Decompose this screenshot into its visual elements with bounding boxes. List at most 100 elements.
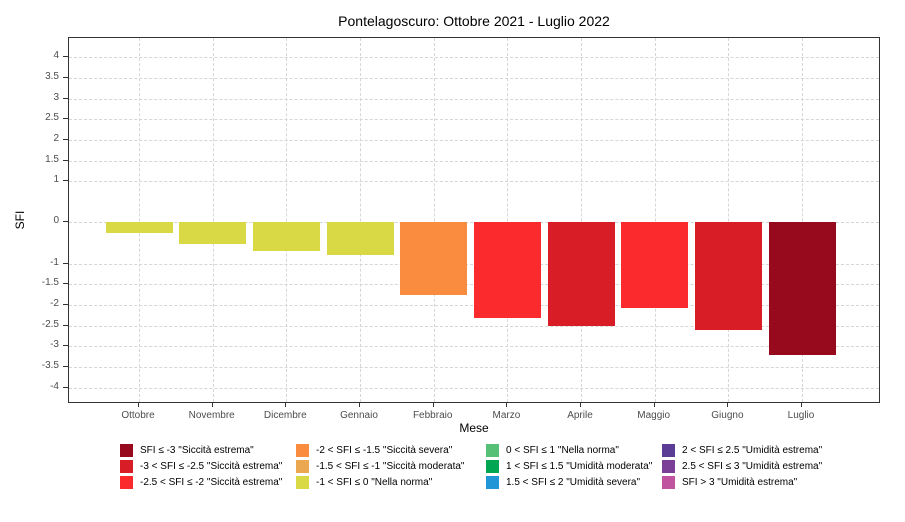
bar-novembre xyxy=(179,222,247,244)
y-tick-mark xyxy=(63,324,68,326)
y-tick-mark xyxy=(63,262,68,264)
y-gridline xyxy=(69,57,879,59)
bar-febbraio xyxy=(400,222,468,296)
legend-color-swatch xyxy=(120,444,133,457)
x-tick-label: Gennaio xyxy=(340,410,378,421)
legend-item: -3 < SFI ≤ -2.5 "Siccità estrema" xyxy=(120,460,282,473)
y-gridline xyxy=(69,387,879,389)
y-gridline xyxy=(69,119,879,121)
legend-item: 2 < SFI ≤ 2.5 "Umidità estrema" xyxy=(662,444,822,457)
x-tick-mark xyxy=(211,403,213,407)
y-tick-mark xyxy=(63,304,68,305)
y-gridline xyxy=(69,78,879,79)
legend-item-label: SFI > 3 "Umidità estrema" xyxy=(682,477,798,488)
x-tick-label: Dicembre xyxy=(263,410,307,421)
y-tick-mark xyxy=(63,283,68,285)
x-tick-label: Luglio xyxy=(787,410,815,421)
legend-item-label: 1 < SFI ≤ 1.5 "Umidità moderata" xyxy=(506,461,653,472)
legend-item: -2.5 < SFI ≤ -2 "Siccità estrema" xyxy=(120,476,282,489)
bar-giugno xyxy=(694,222,762,330)
legend-item-label: SFI ≤ -3 "Siccità estrema" xyxy=(140,445,254,456)
x-gridline xyxy=(212,38,214,402)
y-gridline xyxy=(69,160,879,162)
y-gridline xyxy=(69,181,879,183)
legend-item: 2.5 < SFI ≤ 3 "Umidità estrema" xyxy=(662,460,822,473)
x-tick-label: Aprile xyxy=(567,410,593,421)
legend-item: SFI > 3 "Umidità estrema" xyxy=(662,476,822,489)
x-tick-label: Maggio xyxy=(637,410,671,421)
y-tick-label: 4 xyxy=(53,50,59,62)
legend-item-label: -3 < SFI ≤ -2.5 "Siccità estrema" xyxy=(140,461,283,472)
x-tick-mark xyxy=(506,403,508,407)
y-tick-label: 2.5 xyxy=(45,112,59,124)
x-gridline xyxy=(139,38,140,402)
legend-item: 0 < SFI ≤ 1 "Nella norma" xyxy=(486,444,652,457)
legend-color-swatch xyxy=(120,476,133,489)
y-gridline xyxy=(69,139,879,141)
legend-item: -1 < SFI ≤ 0 "Nella norma" xyxy=(296,476,464,489)
x-gridline xyxy=(728,38,730,402)
plot-panel xyxy=(68,37,880,403)
y-tick-label: 0 xyxy=(53,215,59,227)
y-tick-mark xyxy=(63,180,68,182)
y-tick-label: 1 xyxy=(53,174,59,186)
x-tick-mark xyxy=(580,403,581,407)
legend-item-label: -2 < SFI ≤ -1.5 "Siccità severa" xyxy=(316,445,453,456)
legend-item: 1.5 < SFI ≤ 2 "Umidità severa" xyxy=(486,476,652,489)
x-tick-mark xyxy=(285,403,287,407)
legend-item-label: 0 < SFI ≤ 1 "Nella norma" xyxy=(506,445,619,456)
legend-color-swatch xyxy=(486,476,499,489)
y-tick-mark xyxy=(63,77,68,78)
x-gridline xyxy=(360,38,361,402)
y-tick-label: -1 xyxy=(50,256,59,268)
y-gridline xyxy=(69,366,879,368)
legend: SFI ≤ -3 "Siccità estrema" -3 < SFI ≤ -2.… xyxy=(0,444,905,504)
legend-column: 0 < SFI ≤ 1 "Nella norma" 1 < SFI ≤ 1.5 "… xyxy=(486,444,652,492)
y-tick-label: -4 xyxy=(50,380,59,392)
x-gridline xyxy=(286,38,288,402)
y-tick-label: 3 xyxy=(53,91,59,103)
legend-item-label: -1 < SFI ≤ 0 "Nella norma" xyxy=(316,477,433,488)
x-tick-mark xyxy=(359,403,360,407)
y-tick-mark xyxy=(63,118,68,120)
legend-color-swatch xyxy=(296,476,309,489)
x-tick-label: Febbraio xyxy=(412,410,453,421)
x-tick-label: Novembre xyxy=(188,410,235,421)
x-tick-mark xyxy=(653,403,655,407)
bar-luglio xyxy=(768,222,836,356)
legend-item: -2 < SFI ≤ -1.5 "Siccità severa" xyxy=(296,444,464,457)
legend-item: -1.5 < SFI ≤ -1 "Siccità moderata" xyxy=(296,460,464,473)
x-tick-mark xyxy=(801,403,802,407)
x-gridline xyxy=(802,38,803,402)
y-tick-mark xyxy=(63,56,68,58)
y-tick-label: -3 xyxy=(50,339,59,351)
y-tick-mark xyxy=(63,221,68,223)
x-gridline xyxy=(507,38,509,402)
bar-aprile xyxy=(547,222,615,326)
y-tick-mark xyxy=(63,386,68,388)
y-tick-label: -1.5 xyxy=(41,277,59,289)
y-gridline xyxy=(69,98,879,100)
x-tick-label: Marzo xyxy=(492,410,521,421)
legend-item: 1 < SFI ≤ 1.5 "Umidità moderata" xyxy=(486,460,652,473)
legend-color-swatch xyxy=(120,460,133,473)
y-tick-label: -2 xyxy=(50,298,59,309)
bar-maggio xyxy=(621,222,689,309)
legend-color-swatch xyxy=(662,476,675,489)
legend-color-swatch xyxy=(296,460,309,473)
legend-item-label: 2 < SFI ≤ 2.5 "Umidità estrema" xyxy=(682,445,823,456)
legend-color-swatch xyxy=(296,444,309,457)
y-gridline xyxy=(69,346,879,348)
y-tick-mark xyxy=(63,159,68,161)
x-tick-label: Giugno xyxy=(711,410,744,421)
legend-color-swatch xyxy=(486,460,499,473)
legend-item-label: 2.5 < SFI ≤ 3 "Umidità estrema" xyxy=(682,461,823,472)
legend-column: -2 < SFI ≤ -1.5 "Siccità severa" -1.5 < S… xyxy=(296,444,464,492)
y-gridline xyxy=(69,325,879,327)
y-tick-label: -3.5 xyxy=(41,359,59,371)
bar-marzo xyxy=(473,222,541,318)
legend-column: SFI ≤ -3 "Siccità estrema" -3 < SFI ≤ -2.… xyxy=(120,444,282,492)
x-tick-mark xyxy=(727,403,729,407)
y-tick-mark xyxy=(63,97,68,99)
